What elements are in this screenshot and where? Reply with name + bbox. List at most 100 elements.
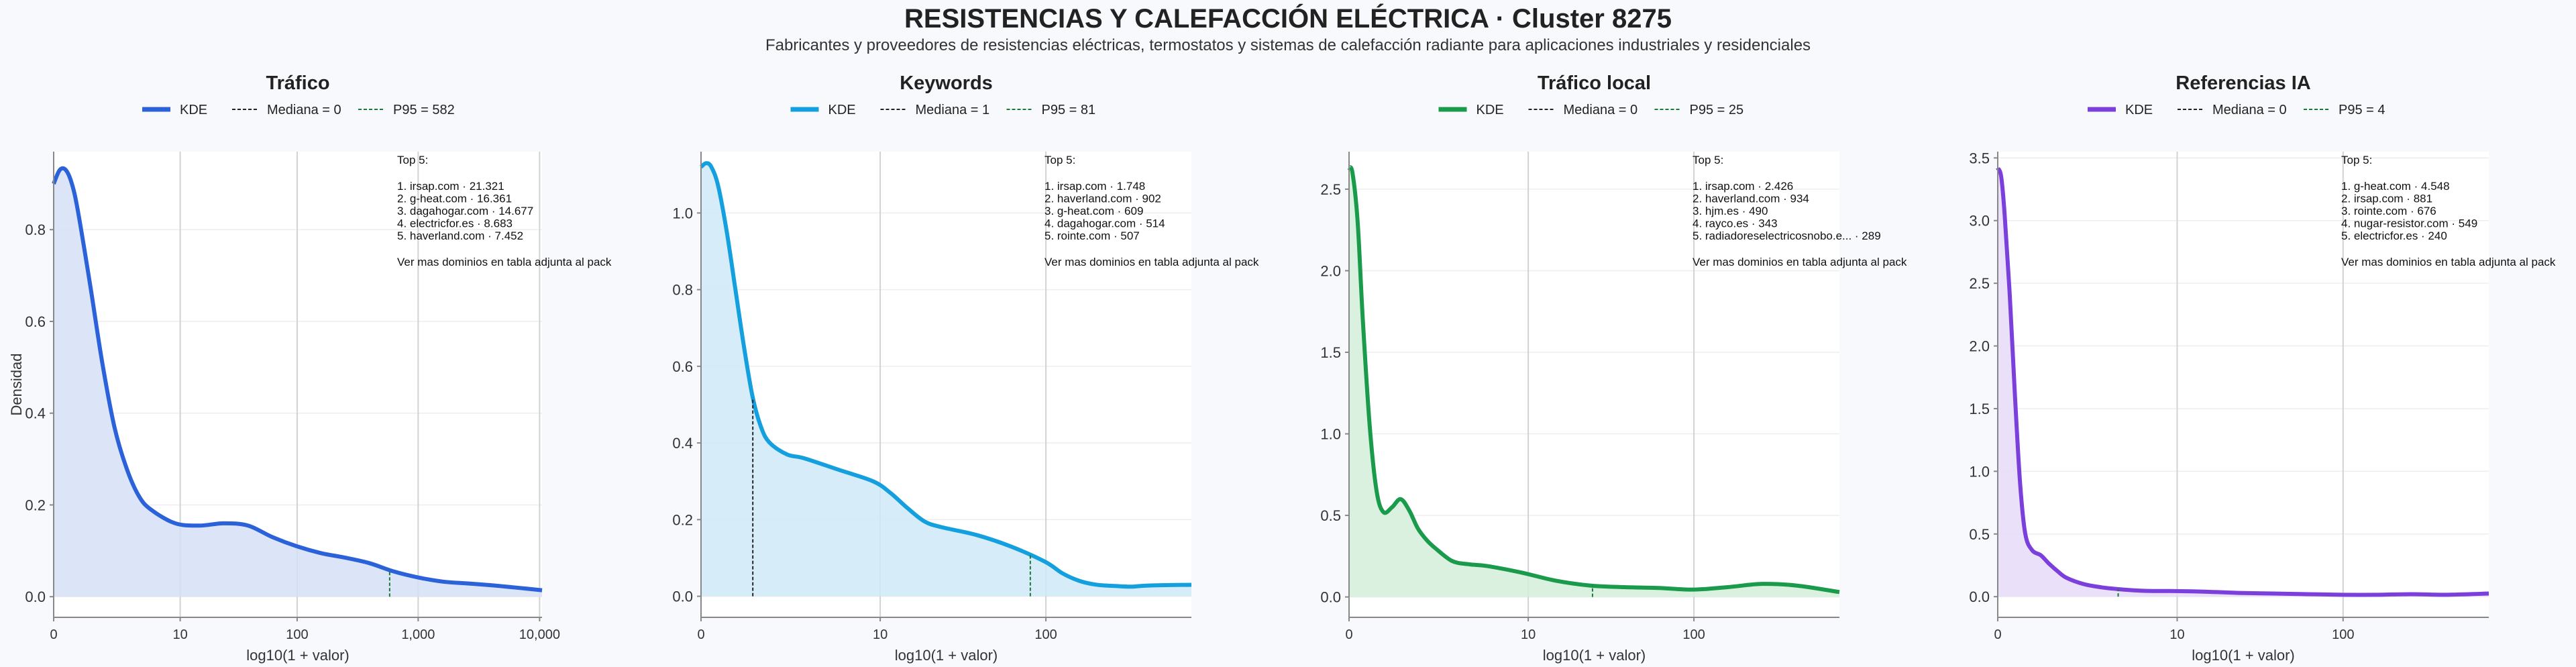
top5-note: Ver mas dominios en tabla adjunta al pac… [2341, 256, 2556, 268]
legend-median-label: Mediana = 0 [2212, 103, 2287, 117]
legend-median-label: Mediana = 0 [267, 103, 341, 117]
top5-note: Ver mas dominios en tabla adjunta al pac… [1044, 256, 1259, 268]
top5-item: 5. haverland.com · 7.452 [397, 229, 523, 242]
page-subtitle: Fabricantes y proveedores de resistencia… [765, 36, 1811, 54]
x-tick-label: 0 [1345, 627, 1352, 642]
legend-p95-label: P95 = 25 [1690, 103, 1744, 117]
panel-title: Keywords [900, 72, 993, 94]
panel-title: Referencias IA [2176, 72, 2311, 94]
panel-title: Tráfico [266, 72, 329, 94]
legend-kde-label: KDE [1477, 103, 1504, 117]
kde-line [52, 166, 543, 593]
legend-kde-label: KDE [2125, 103, 2153, 117]
x-tick-label: 100 [286, 627, 308, 642]
top5-item: 2. irsap.com · 881 [2341, 193, 2432, 205]
kde-line [1996, 166, 2489, 597]
y-tick-label: 0.2 [25, 497, 46, 513]
top5-header: Top 5: [2341, 154, 2372, 166]
legend-p95-label: P95 = 4 [2339, 103, 2385, 117]
top5-item: 2. g-heat.com · 16.361 [397, 193, 512, 205]
legend-p95-label: P95 = 81 [1042, 103, 1096, 117]
y-tick-label: 0.5 [1969, 526, 1990, 543]
x-tick-label: 10 [1521, 627, 1536, 642]
y-tick-label: 0.8 [25, 221, 46, 238]
x-tick-label: 10 [2169, 627, 2184, 642]
top5-item: 1. g-heat.com · 4.548 [2341, 180, 2450, 193]
plot-background [1349, 152, 1839, 617]
top5-item: 5. radiadoreselectricosnobo.e... · 289 [1693, 229, 1881, 242]
chart-panel-1: 0.0 0.2 0.4 0.6 0.8 0 10 100 1,000 10,000 log10(1 … [8, 72, 612, 664]
x-tick-label: 100 [2332, 627, 2354, 642]
top5-note: Ver mas dominios en tabla adjunta al pac… [1693, 256, 1907, 268]
y-tick-label: 2.5 [1320, 181, 1341, 198]
y-tick-label: 2.0 [1320, 262, 1341, 279]
x-axis-label: log10(1 + valor) [246, 647, 349, 664]
legend: KDE Mediana = 1 P95 = 81 [790, 103, 1096, 117]
top5-item: 4. dagahogar.com · 514 [1044, 217, 1165, 230]
y-tick-label: 1.5 [1320, 344, 1341, 361]
x-axis-label: log10(1 + valor) [1543, 647, 1646, 664]
x-tick-label: 0 [50, 627, 57, 642]
y-tick-label: 0.0 [1320, 589, 1341, 606]
chart-panel-2: 0.0 0.2 0.4 0.6 0.8 1.0 0 10 100 log10(1 + valor)… [672, 72, 1259, 664]
kde-area [54, 168, 542, 597]
top5-header: Top 5: [397, 154, 428, 166]
y-tick-label: 0.6 [25, 313, 46, 330]
top5-item: 3. dagahogar.com · 14.677 [397, 205, 533, 217]
top5-header: Top 5: [1693, 154, 1723, 166]
top5-header: Top 5: [1044, 154, 1075, 166]
y-tick-label: 0.6 [672, 358, 693, 375]
top5-item: 5. electricfor.es · 240 [2341, 229, 2447, 242]
top5-item: 4. nugar-resistor.com · 549 [2341, 217, 2477, 230]
y-axis-label: Densidad [8, 354, 25, 416]
chart-panel-4: 0.0 0.5 1.0 1.5 2.0 2.5 3.0 3.5 0 10 100 log10(1 + … [1969, 72, 2556, 664]
y-tick-label: 1.0 [672, 205, 693, 221]
y-tick-label: 3.5 [1969, 150, 1990, 166]
panel-title: Tráfico local [1538, 72, 1651, 94]
top5-item: 3. rointe.com · 676 [2341, 205, 2436, 217]
top5-item: 1. irsap.com · 21.321 [397, 180, 504, 193]
x-tick-label: 100 [1682, 627, 1705, 642]
kde-area [1349, 167, 1839, 597]
x-tick-label: 10,000 [519, 627, 560, 642]
y-tick-label: 3.0 [1969, 213, 1990, 229]
y-tick-label: 1.0 [1320, 426, 1341, 443]
x-tick-label: 10 [873, 627, 888, 642]
y-tick-label: 2.5 [1969, 275, 1990, 292]
legend-median-label: Mediana = 1 [916, 103, 990, 117]
top5-item: 3. g-heat.com · 609 [1044, 205, 1143, 217]
legend: KDE Mediana = 0 P95 = 25 [1438, 103, 1744, 117]
page-title: RESISTENCIAS Y CALEFACCIÓN ELÉCTRICA · C… [904, 4, 1672, 34]
legend-p95-label: P95 = 582 [393, 103, 455, 117]
x-axis-label: log10(1 + valor) [2192, 647, 2294, 664]
legend-kde-label: KDE [180, 103, 207, 117]
kde-line [700, 161, 1192, 589]
top5-note: Ver mas dominios en tabla adjunta al pac… [397, 256, 612, 268]
x-axis-label: log10(1 + valor) [895, 647, 998, 664]
legend: KDE Mediana = 0 P95 = 582 [142, 103, 455, 117]
x-tick-label: 100 [1034, 627, 1057, 642]
y-tick-label: 0.8 [672, 282, 693, 299]
top5-item: 3. hjm.es · 490 [1693, 205, 1768, 217]
kde-line [1347, 165, 1840, 595]
top5-item: 2. haverland.com · 902 [1044, 193, 1161, 205]
y-tick-label: 1.0 [1969, 463, 1990, 480]
y-tick-label: 1.5 [1969, 401, 1990, 417]
y-tick-label: 0.4 [25, 405, 46, 422]
y-tick-label: 0.0 [1969, 588, 1990, 605]
y-tick-label: 0.0 [25, 588, 46, 605]
x-tick-label: 10 [172, 627, 187, 642]
top5-item: 1. irsap.com · 1.748 [1044, 180, 1145, 193]
x-tick-label: 0 [1994, 627, 2001, 642]
legend: KDE Mediana = 0 P95 = 4 [2088, 103, 2385, 117]
chart-panel-3: 0.0 0.5 1.0 1.5 2.0 2.5 0 10 100 log10(1 + valor)… [1320, 72, 1907, 664]
top5-item: 2. haverland.com · 934 [1693, 193, 1809, 205]
y-tick-label: 0.5 [1320, 507, 1341, 524]
y-tick-label: 2.0 [1969, 338, 1990, 355]
y-tick-label: 0.0 [672, 588, 693, 605]
